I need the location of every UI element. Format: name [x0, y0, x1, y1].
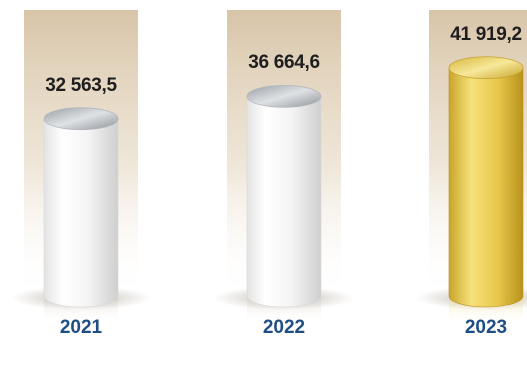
- bar: [246, 96, 322, 308]
- bar: [43, 118, 119, 308]
- bar-cap: [448, 56, 524, 80]
- data-label: 32 563,5: [45, 74, 117, 96]
- bar-cap: [246, 84, 322, 108]
- bar-cap: [43, 107, 119, 131]
- x-tick-label: 2022: [262, 317, 306, 338]
- bar: [448, 67, 524, 308]
- x-tick-label: 2023: [464, 317, 508, 338]
- data-label: 41 919,2: [450, 23, 522, 45]
- x-tick-label: 2021: [59, 317, 103, 338]
- data-label: 36 664,6: [248, 52, 320, 74]
